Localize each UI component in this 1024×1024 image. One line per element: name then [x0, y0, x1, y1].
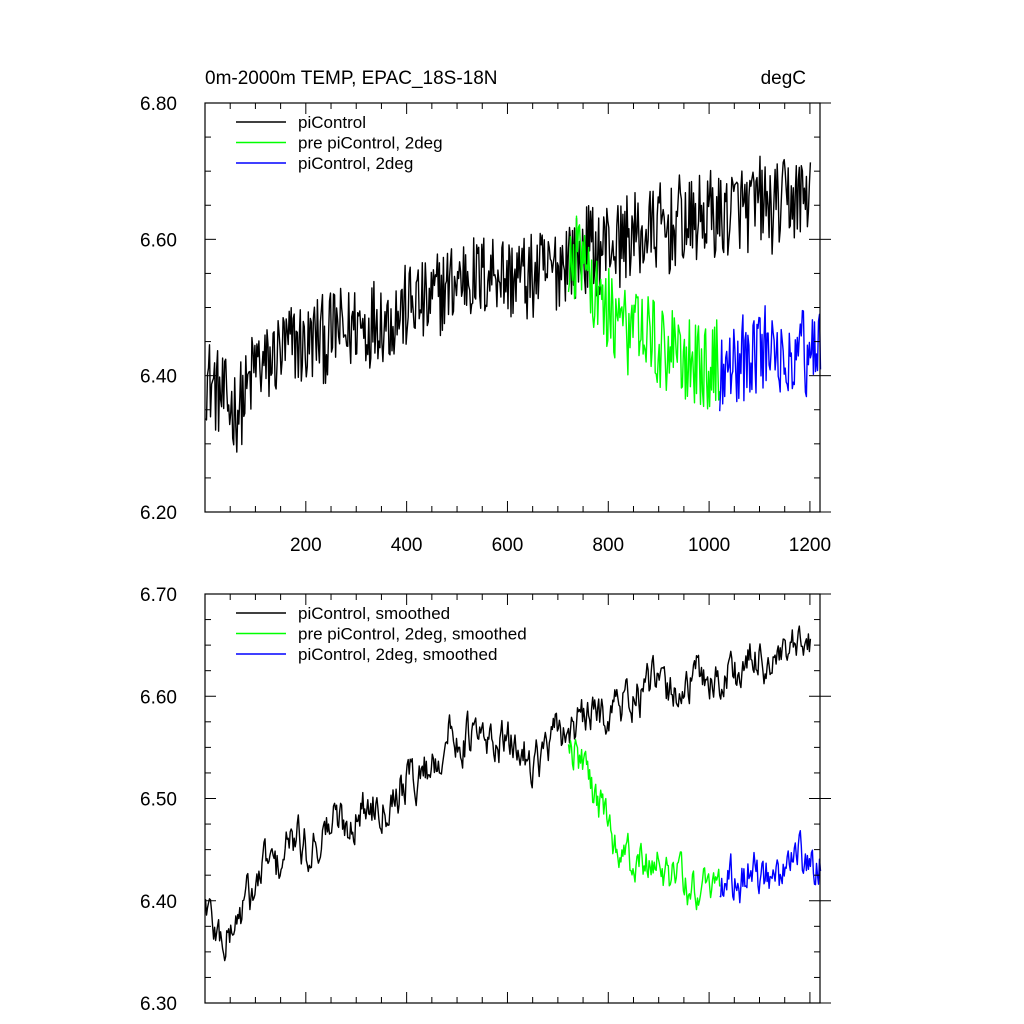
bottom-series-picontrol-smoothed: [204, 625, 812, 962]
top-series-layer: [204, 155, 822, 453]
top-x-tick-label: 600: [492, 535, 524, 556]
bottom-y-tick-label: 6.70: [140, 585, 177, 606]
top-x-tick-label: 1200: [789, 535, 831, 556]
top-y-tick-label: 6.40: [140, 367, 177, 388]
top-legend-label: piControl, 2deg: [298, 154, 413, 173]
chart-title: 0m-2000m TEMP, EPAC_18S-18N: [205, 68, 498, 89]
top-y-tick-label: 6.20: [140, 503, 177, 524]
bottom-legend-label: piControl, 2deg, smoothed: [298, 645, 497, 664]
top-legend-label: piControl: [298, 113, 366, 132]
top-series-picontrol: [204, 155, 812, 453]
bottom-axes: 6.30 6.40 6.50 6.60 6.70: [140, 585, 831, 1015]
bottom-series-picontrol-2deg-smoothed: [719, 830, 822, 904]
bottom-legend-label: piControl, smoothed: [298, 604, 450, 623]
panel-top-chart: 0m-2000m TEMP, EPAC_18S-18N degC 200 400 6…: [140, 68, 831, 556]
top-legend-label: pre piControl, 2deg: [298, 134, 443, 153]
panel-bottom-chart: 6.30 6.40 6.50 6.60 6.70 piControl, smoothed…: [140, 585, 831, 1015]
top-series-picontrol-2deg: [719, 305, 822, 412]
bottom-y-tick-label: 6.50: [140, 790, 177, 811]
bottom-y-tick-label: 6.30: [140, 994, 177, 1015]
bottom-series-layer: [204, 625, 822, 962]
top-x-tick-label: 400: [391, 535, 423, 556]
bottom-series-pre-picontrol-2deg-smoothed: [567, 739, 721, 911]
top-x-tick-label: 800: [592, 535, 624, 556]
bottom-legend: piControl, smoothed pre piControl, 2deg, …: [236, 604, 527, 664]
bottom-legend-label: pre piControl, 2deg, smoothed: [298, 625, 527, 644]
top-y-tick-label: 6.60: [140, 230, 177, 251]
top-y-tick-label: 6.80: [140, 94, 177, 115]
top-axes: 200 400 600 800 1000 1200 6.20 6.40 6.60 6.80: [140, 94, 831, 556]
top-x-tick-label: 1000: [688, 535, 730, 556]
bottom-y-tick-label: 6.60: [140, 687, 177, 708]
bottom-y-tick-label: 6.40: [140, 892, 177, 913]
units-label: degC: [761, 68, 806, 89]
top-series-pre-picontrol-2deg: [567, 215, 721, 410]
top-x-tick-label: 200: [290, 535, 322, 556]
